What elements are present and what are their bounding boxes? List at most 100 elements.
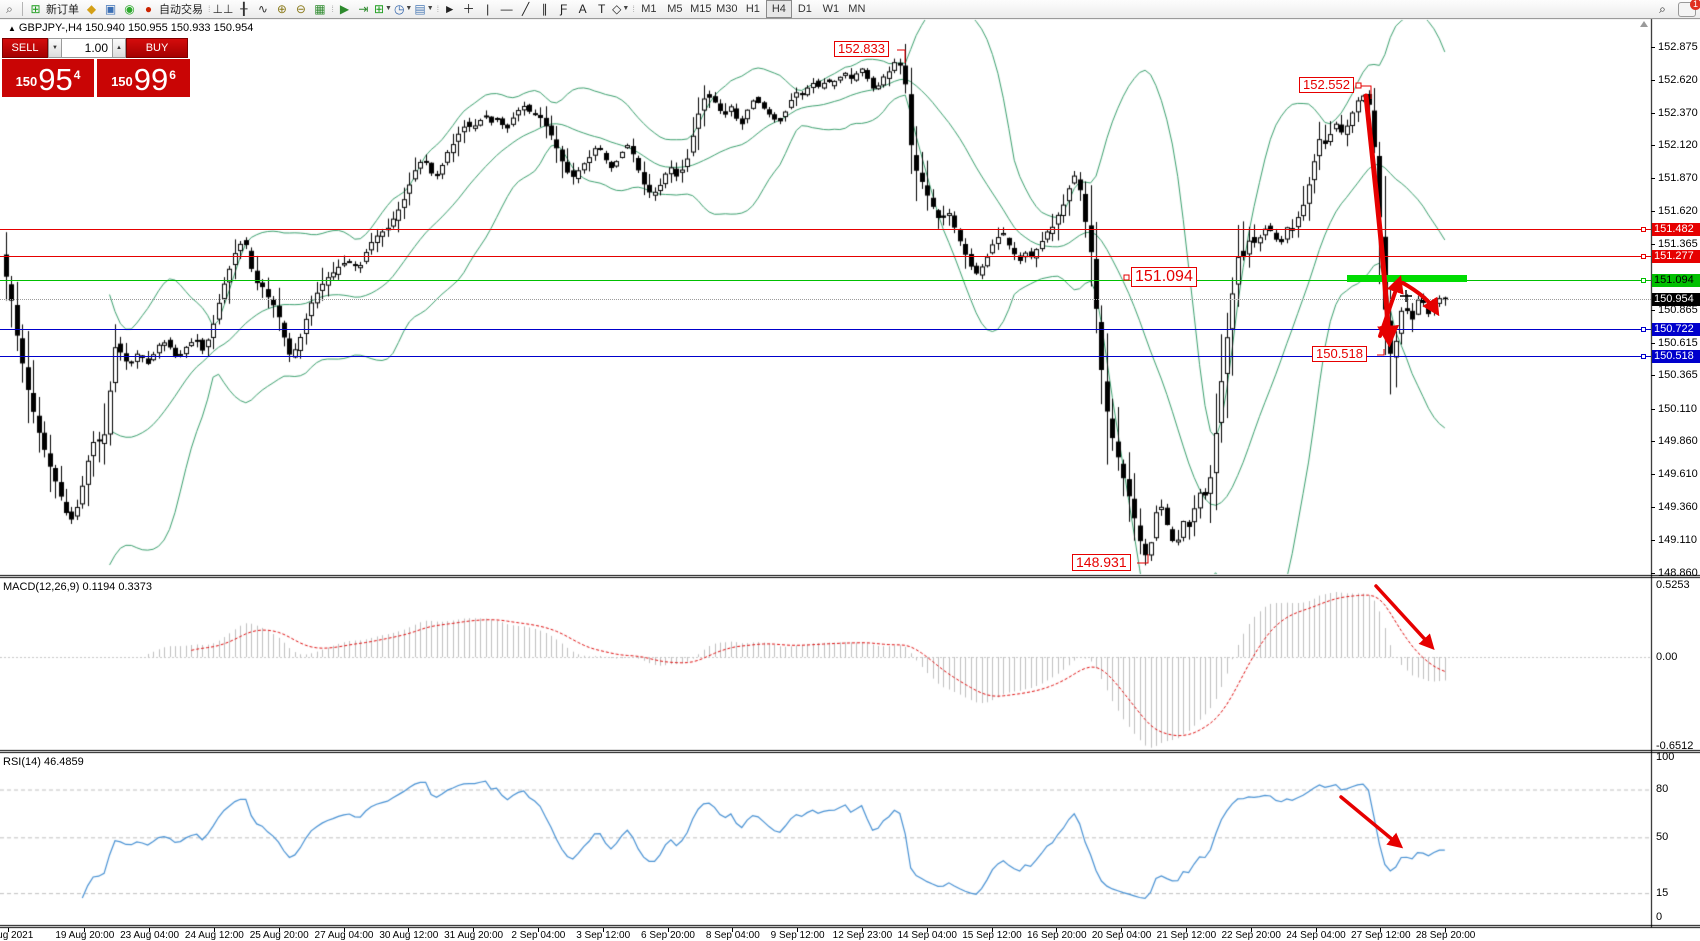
price-annotation-label[interactable]: 148.931	[1072, 554, 1131, 572]
profile-icon[interactable]: ▣	[102, 1, 119, 17]
auto-trading-button-label: 自动交易	[159, 4, 203, 16]
bar-chart-mode-icon[interactable]: ⊥⊥	[213, 1, 234, 17]
auto-scroll-icon[interactable]: ▶	[336, 1, 353, 17]
price-level-tag: 150.722	[1652, 323, 1700, 336]
auto-trading-button[interactable]: ●	[140, 1, 157, 17]
sell-button[interactable]: SELL	[2, 38, 48, 58]
toolbar-grip: ⁞	[331, 4, 333, 14]
signal-icon[interactable]: ◉	[121, 1, 138, 17]
price-axis-tick	[1651, 375, 1655, 376]
line-handle[interactable]	[1641, 227, 1646, 232]
time-axis-label: 28 Sep 20:00	[1415, 930, 1476, 941]
price-axis-tick	[1651, 47, 1655, 48]
chat-badge: 1	[1690, 0, 1700, 10]
price-axis-tick	[1651, 244, 1655, 245]
price-annotation-label[interactable]: 152.833	[834, 41, 889, 58]
time-axis-tick	[862, 928, 863, 932]
price-annotation-label[interactable]: 152.552	[1299, 77, 1354, 94]
indicators-menu[interactable]: ⊞ ▼	[374, 1, 392, 17]
channel-icon[interactable]: ∥	[536, 1, 553, 17]
timeframe-d1[interactable]: D1	[797, 3, 812, 15]
cursor-icon[interactable]: ►	[441, 1, 458, 17]
signal-icon: ◉	[124, 2, 135, 16]
sell-price-quote[interactable]: 150 95 4	[2, 59, 94, 97]
timeframe-w1[interactable]: W1	[822, 3, 840, 15]
timeframe-mn[interactable]: MN	[848, 3, 866, 15]
price-axis-label: 149.110	[1658, 534, 1697, 546]
price-axis-label: 149.610	[1658, 468, 1698, 480]
support-zone-bar[interactable]	[1347, 275, 1467, 282]
line-handle[interactable]	[1641, 354, 1646, 359]
time-axis-label: 8 Aug 2021	[0, 930, 34, 941]
buy-price-point: 6	[169, 68, 176, 82]
auto-scroll-icon: ▶	[339, 2, 350, 16]
text-icon[interactable]: A	[574, 1, 591, 17]
toolbar-separator	[22, 2, 23, 16]
horizontal-level-line[interactable]	[0, 229, 1651, 230]
periods-menu: ◷	[393, 2, 405, 16]
lot-size-input[interactable]	[62, 38, 112, 58]
horizontal-line-icon[interactable]: —	[498, 1, 515, 17]
shapes-menu[interactable]: ◇ ▼	[612, 1, 629, 17]
timeframe-m15[interactable]: M15	[690, 3, 712, 15]
time-axis-tick	[408, 928, 409, 932]
gold-icon[interactable]: ◆	[83, 1, 100, 17]
zoom-in-icon[interactable]: ⊕	[273, 1, 290, 17]
time-axis-tick	[1121, 928, 1122, 932]
current-price-tag: 150.954	[1652, 293, 1700, 306]
trendline-icon[interactable]: ╱	[517, 1, 534, 17]
time-axis-label: 8 Sep 04:00	[705, 930, 760, 941]
line-handle[interactable]	[1641, 278, 1646, 283]
chart-shift-icon[interactable]: ⇥	[355, 1, 372, 17]
line-handle[interactable]	[1641, 327, 1646, 332]
magnifier-icon[interactable]: ⌕	[1, 1, 18, 17]
time-axis-label: 25 Aug 20:00	[249, 930, 309, 941]
indicators-menu: ⊞	[373, 2, 384, 16]
price-axis-label: 149.360	[1658, 501, 1698, 513]
new-order-button[interactable]: ⊞	[27, 1, 44, 17]
horizontal-line-icon: —	[500, 2, 513, 16]
text-label-icon[interactable]: T	[593, 1, 610, 17]
horizontal-level-line[interactable]	[0, 280, 1651, 281]
vertical-line-icon[interactable]: |	[479, 1, 496, 17]
fibonacci-icon[interactable]: Ƒ	[555, 1, 572, 17]
time-axis-label: 23 Aug 04:00	[120, 930, 180, 941]
timeframe-h4[interactable]: H4	[765, 0, 792, 18]
rsi-scale-label: 15	[1656, 887, 1669, 899]
price-axis-tick	[1651, 211, 1655, 212]
horizontal-level-line[interactable]	[0, 356, 1651, 357]
time-axis-tick	[1380, 928, 1381, 932]
crosshair-icon[interactable]: ＋	[460, 1, 477, 17]
magnifier-icon: ⌕	[6, 2, 13, 16]
timeframe-m30[interactable]: M30	[716, 3, 738, 15]
price-axis-tick	[1651, 540, 1655, 541]
line-handle[interactable]	[1641, 254, 1646, 259]
rsi-scale-label: 80	[1656, 783, 1669, 795]
new-order-button: ⊞	[30, 2, 41, 16]
candlestick-mode-icon[interactable]: ╂	[235, 1, 252, 17]
time-axis-label: 16 Sep 20:00	[1027, 930, 1087, 941]
timeframe-m1[interactable]: M1	[641, 3, 657, 15]
timeframe-m5[interactable]: M5	[667, 3, 683, 15]
zoom-out-icon[interactable]: ⊖	[292, 1, 309, 17]
periods-menu[interactable]: ◷ ▼	[394, 1, 412, 17]
search-icon[interactable]: ⌕	[1659, 2, 1666, 16]
time-axis-tick	[1251, 928, 1252, 932]
buy-price-quote[interactable]: 150 99 6	[97, 59, 190, 97]
lot-decrease-button[interactable]: ▼	[48, 38, 62, 58]
price-annotation-label[interactable]: 150.518	[1312, 346, 1367, 363]
buy-button[interactable]: BUY	[126, 38, 188, 58]
chat-icon[interactable]: 1	[1678, 0, 1700, 17]
price-axis-tick	[1651, 80, 1655, 81]
timeframe-h1[interactable]: H1	[745, 3, 760, 15]
channel-icon: ∥	[541, 2, 548, 16]
line-chart-mode-icon[interactable]: ∿	[254, 1, 271, 17]
lot-increase-button[interactable]: ▲	[112, 38, 126, 58]
horizontal-level-line[interactable]	[0, 256, 1651, 257]
tile-windows-icon[interactable]: ▦	[311, 1, 328, 17]
horizontal-level-line[interactable]	[0, 329, 1651, 330]
templates-menu[interactable]: ▤ ▼	[414, 1, 433, 17]
price-annotation-label[interactable]: 151.094	[1131, 267, 1197, 287]
price-axis-label: 151.620	[1658, 205, 1698, 217]
